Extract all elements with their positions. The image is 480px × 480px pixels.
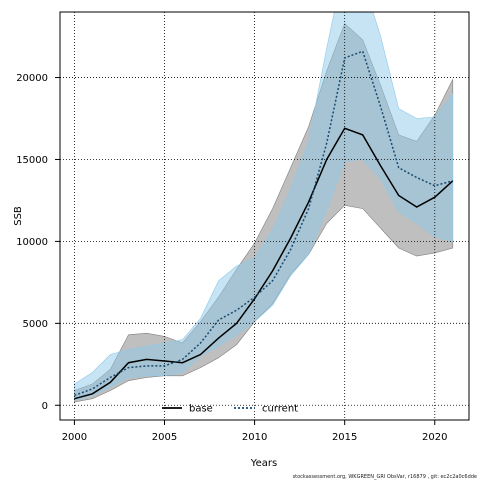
y-tick-label: 5000: [23, 319, 48, 330]
series-line-current: [74, 50, 453, 397]
plot-frame: [59, 11, 470, 421]
y-tick-label: 10000: [16, 237, 48, 248]
band-base: [74, 22, 454, 403]
x-tick-label: 2020: [422, 432, 447, 443]
series-line-base: [74, 127, 454, 400]
band-current: [74, 12, 454, 401]
legend: base current: [162, 404, 298, 415]
legend-label-current: current: [262, 404, 298, 415]
y-tick-label: 20000: [16, 73, 48, 84]
x-tick-label: 2010: [242, 432, 267, 443]
x-tick-label: 2000: [62, 432, 87, 443]
y-tick-label: 15000: [16, 155, 48, 166]
credit-text: stockassessment.org, WKGREEN_GRI ObsVar,…: [293, 474, 477, 480]
x-tick-label: 2015: [332, 432, 357, 443]
y-axis-title: SSB: [13, 206, 24, 226]
y-tick-label: 0: [42, 401, 48, 412]
x-tick-label: 2005: [152, 432, 177, 443]
legend-label-base: base: [189, 404, 213, 415]
x-axis-title: Years: [250, 458, 277, 469]
